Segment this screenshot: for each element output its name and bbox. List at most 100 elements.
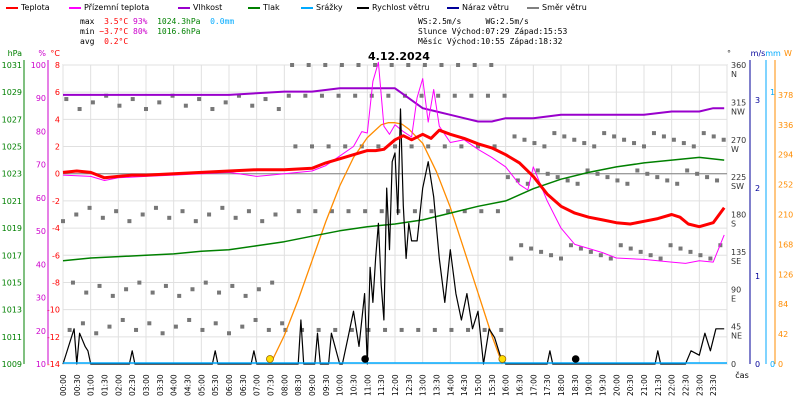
direction-point (542, 144, 547, 149)
direction-point (110, 293, 115, 298)
axis-tick-label: 294 (778, 151, 793, 160)
direction-point (376, 144, 381, 149)
x-tick-label: 04:30 (184, 374, 193, 396)
direction-point (353, 93, 358, 98)
direction-point (379, 209, 384, 214)
axis-tick-label: 1031 (2, 61, 22, 70)
direction-point (422, 63, 427, 67)
direction-point (605, 175, 610, 180)
x-tick-label: 09:00 (308, 374, 317, 396)
direction-point (207, 212, 212, 217)
axis-tick-label: 168 (778, 240, 793, 249)
direction-point (386, 93, 391, 98)
direction-point (67, 327, 72, 332)
sun-marker (266, 355, 274, 363)
direction-point (452, 93, 457, 98)
direction-point (519, 243, 524, 248)
direction-point (472, 63, 477, 67)
axis-tick-label: 100 (31, 61, 46, 70)
direction-point (150, 290, 155, 295)
legend-swatch (301, 6, 313, 9)
x-tick-label: 22:30 (682, 374, 691, 396)
x-tick-label: 01:30 (101, 374, 110, 396)
axis-tick-label: 84 (778, 300, 788, 309)
direction-point (260, 219, 265, 224)
direction-point (635, 168, 640, 173)
direction-point (240, 324, 245, 329)
direction-point (552, 131, 557, 136)
direction-point (70, 280, 75, 285)
direction-name: S (731, 220, 736, 229)
direction-point (456, 63, 461, 67)
direction-point (462, 209, 467, 214)
direction-point (326, 144, 331, 149)
direction-point (615, 178, 620, 183)
x-tick-label: 05:00 (197, 374, 206, 396)
direction-point (157, 100, 162, 105)
direction-name: NE (731, 332, 742, 341)
direction-point (495, 209, 500, 214)
axis-tick-label: 0 (770, 360, 775, 369)
direction-point (505, 175, 510, 180)
direction-point (529, 246, 534, 251)
direction-point (691, 144, 696, 149)
direction-point (572, 137, 577, 142)
direction-point (197, 97, 202, 102)
direction-point (685, 168, 690, 173)
direction-point (446, 209, 451, 214)
x-tick-label: 06:00 (225, 374, 234, 396)
x-tick-label: 02:30 (128, 374, 137, 396)
direction-point (442, 144, 447, 149)
x-tick-label: 06:30 (239, 374, 248, 396)
direction-point (555, 175, 560, 180)
axis-tick-label: 8 (55, 61, 60, 70)
axis-tick-label: 20 (36, 327, 46, 336)
axis-tick-label: 126 (778, 270, 793, 279)
axis-tick-label: 180 (731, 211, 746, 220)
direction-point (469, 93, 474, 98)
direction-point (61, 219, 65, 224)
direction-point (316, 327, 321, 332)
direction-point (193, 219, 198, 224)
axis-tick-label: 4 (55, 115, 60, 124)
direction-point (253, 317, 258, 322)
sun-moon-markers (266, 355, 580, 363)
direction-point (622, 137, 627, 142)
axis-tick-label: 1017 (2, 251, 22, 260)
axis-tick-label: -12 (47, 333, 60, 342)
direction-point (661, 134, 666, 139)
axis-tick-label: 1023 (2, 170, 22, 179)
x-tick-label: 15:30 (488, 374, 497, 396)
direction-point (220, 205, 225, 210)
direction-point (701, 131, 706, 136)
x-tick-label: 18:00 (557, 374, 566, 396)
direction-point (449, 327, 454, 332)
direction-point (147, 321, 152, 326)
direction-point (585, 168, 590, 173)
direction-point (273, 212, 278, 217)
direction-point (655, 175, 660, 180)
x-tick-label: 07:30 (267, 374, 276, 396)
axis-tick-label: 45 (731, 323, 741, 332)
x-tick-label: 15:00 (474, 374, 483, 396)
direction-point (678, 246, 683, 251)
axis-tick-label: -2 (52, 197, 60, 206)
x-tick-label: 17:30 (543, 374, 552, 396)
direction-point (173, 324, 178, 329)
x-tick-label: 09:30 (322, 374, 331, 396)
direction-point (343, 144, 348, 149)
axis-tick-label: 50 (36, 227, 46, 236)
legend-item: Vlhkost (178, 3, 222, 12)
axis-tick-label: 225 (731, 173, 746, 182)
axis-tick-label: 252 (778, 181, 793, 190)
direction-point (140, 212, 145, 217)
axis-tick-label: -8 (52, 278, 60, 287)
series-lines (62, 61, 727, 365)
direction-point (562, 134, 567, 139)
x-tick-label: 05:30 (211, 374, 220, 396)
x-tick-label: 11:00 (363, 374, 372, 396)
direction-point (120, 317, 125, 322)
series-line (62, 156, 725, 262)
direction-point (436, 93, 441, 98)
direction-point (84, 290, 89, 295)
